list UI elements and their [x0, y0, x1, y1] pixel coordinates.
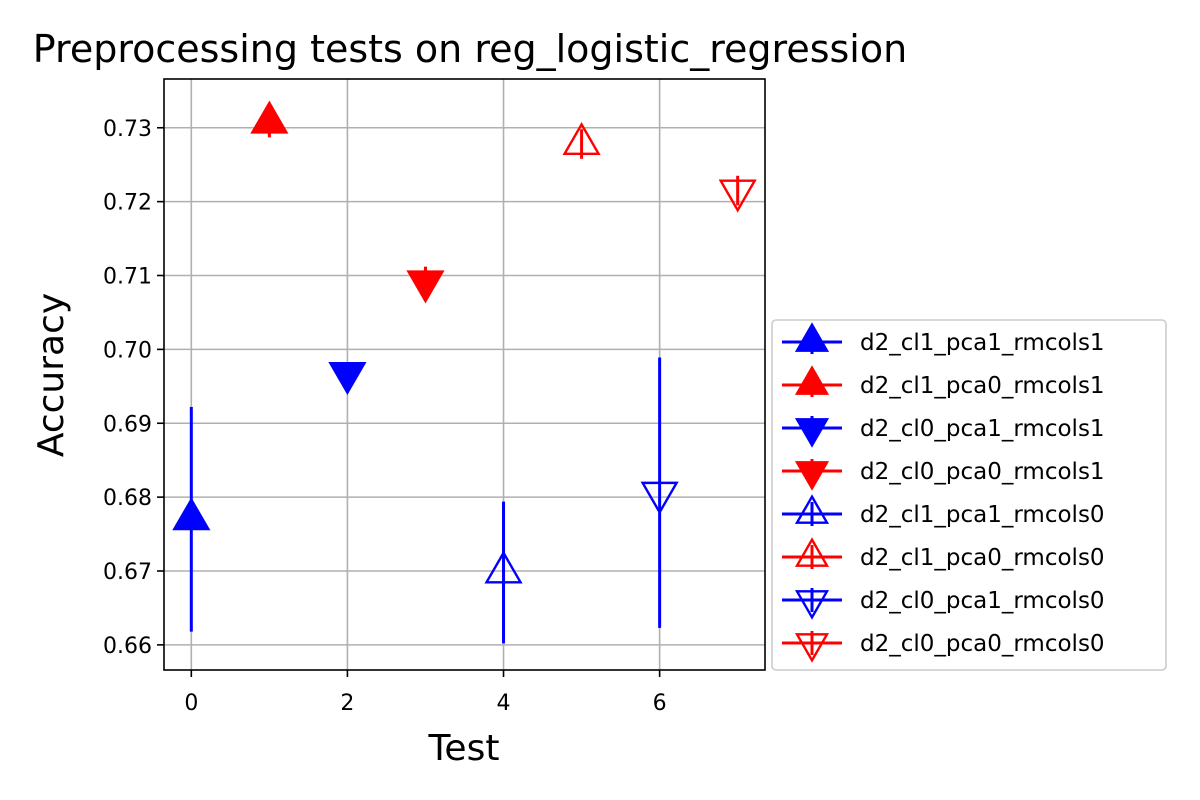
x-tick-label: 6 [653, 691, 667, 716]
legend-label: d2_cl1_pca0_rmcols1 [860, 373, 1105, 399]
x-tick-label: 4 [497, 691, 511, 716]
data-point [328, 362, 367, 396]
legend-marker [794, 365, 830, 395]
y-tick-label: 0.66 [103, 634, 152, 659]
y-tick-label: 0.72 [103, 191, 152, 216]
data-point [406, 270, 445, 304]
legend-label: d2_cl1_pca1_rmcols0 [860, 502, 1105, 528]
y-tick-label: 0.69 [103, 412, 152, 437]
legend-marker [794, 633, 830, 663]
chart-title: Preprocessing tests on reg_logistic_regr… [33, 27, 907, 71]
data-point [250, 100, 289, 134]
legend-marker [794, 537, 830, 567]
legend-box [771, 319, 1167, 671]
y-tick-label: 0.73 [103, 117, 152, 142]
data-point [640, 481, 679, 515]
legend-label: d2_cl0_pca1_rmcols0 [860, 588, 1105, 614]
y-tick-label: 0.67 [103, 560, 152, 585]
legend-marker [794, 590, 830, 620]
x-axis-label: Test [428, 728, 500, 769]
legend-marker [794, 494, 830, 524]
x-tick-label: 2 [340, 691, 354, 716]
legend-label: d2_cl0_pca0_rmcols0 [860, 631, 1105, 657]
legend-marker [794, 322, 830, 352]
legend-label: d2_cl0_pca1_rmcols1 [860, 416, 1105, 442]
data-point [562, 121, 601, 156]
legend-label: d2_cl1_pca1_rmcols1 [860, 330, 1105, 356]
data-point [172, 497, 211, 531]
plot-data [172, 100, 757, 644]
legend-label: d2_cl0_pca0_rmcols1 [860, 459, 1105, 485]
data-point [484, 550, 523, 584]
data-point [718, 179, 757, 213]
legend-label: d2_cl1_pca0_rmcols0 [860, 545, 1105, 571]
plot-frame [163, 78, 766, 671]
legend: d2_cl1_pca1_rmcols1 d2_cl1_pca0_rmcols1 d2… [771, 319, 1167, 671]
legend-marker [794, 418, 830, 448]
y-tick-label: 0.70 [103, 338, 152, 363]
y-tick-label: 0.71 [103, 265, 152, 290]
axis-ticks: 0 2 4 6 0.66 0.67 0.68 0.69 0.70 0.71 0.72 0.73 [103, 117, 667, 716]
legend-marker [794, 461, 830, 491]
y-tick-label: 0.68 [103, 486, 152, 511]
x-tick-label: 0 [184, 691, 198, 716]
y-axis-label: Accuracy [31, 293, 72, 457]
